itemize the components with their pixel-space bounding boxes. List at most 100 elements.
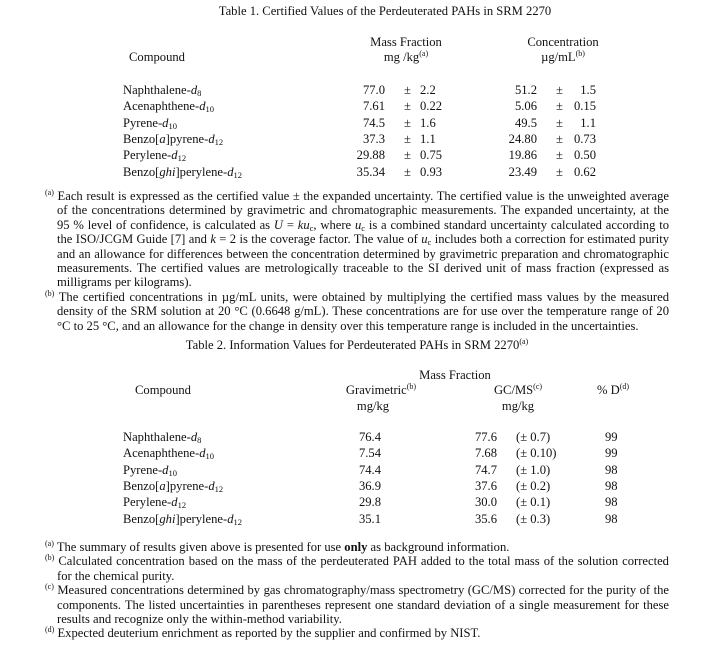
compound-name: Benzo[a]pyrene-d12 (123, 132, 223, 147)
conc-value: 5.06 (514, 99, 537, 114)
conc-value: 49.5 (514, 115, 537, 130)
compound-name: Acenaphthene-d10 (123, 99, 214, 114)
table-row: Perylene-d12 29.8 30.0 (± 0.1) 98 (0, 495, 705, 511)
t1-header-compound: Compound (129, 50, 185, 64)
table-row: Benzo[ghi]perylene-d12 35.1 35.6 (± 0.3)… (0, 512, 705, 528)
fn-text: Measured concentrations determined by ga… (57, 583, 669, 627)
fn-sub: c (427, 237, 432, 248)
note-mark: (b) (406, 382, 417, 391)
deuterium-percent: 98 (605, 495, 618, 510)
t2-header-mass-fraction: Mass Fraction (419, 368, 491, 382)
n-it: d (208, 131, 215, 146)
table-row: Pyrene-d10 74.4 74.7 (± 1.0) 98 (0, 463, 705, 479)
n-it: d (190, 430, 198, 444)
gcms-value: 77.6 (474, 430, 497, 444)
compound-name: Perylene-d12 (123, 495, 186, 510)
fn-text: Calculated concentration based on the ma… (57, 554, 669, 583)
fn-var: u (303, 217, 310, 232)
t1-header-mass-fraction: Mass Fraction (370, 35, 442, 49)
grav-value: 36.9 (358, 478, 381, 493)
note-mark: (b) (45, 553, 55, 563)
grav-value: 7.54 (358, 446, 381, 461)
conc-uncertainty: 0.15 (573, 99, 596, 114)
pm-sign: ± (404, 99, 411, 114)
n: Naphthalene- (123, 430, 191, 444)
compound-name: Acenaphthene-d10 (123, 446, 214, 461)
deuterium-percent: 98 (605, 462, 618, 477)
gcms-uncertainty: (± 1.0) (516, 462, 551, 477)
note-mark: (d) (45, 625, 55, 635)
t2-header-compound: Compound (135, 383, 191, 397)
fn-sub: c (361, 222, 366, 233)
table1-title: Table 1. Certified Values of the Perdeut… (218, 4, 552, 18)
n-sub: 10 (205, 451, 215, 462)
table-row: Pyrene-d10 74.5 ± 1.6 49.5 ± 1.1 (0, 116, 705, 132)
table-row: Acenaphthene-d10 7.61 ± 0.22 5.06 ± 0.15 (0, 99, 705, 115)
table-row: Naphthalene-d8 77.0 ± 2.2 51.2 ± 1.5 (0, 83, 705, 99)
gcms-uncertainty: (± 0.10) (516, 446, 557, 461)
n-it: d (171, 495, 178, 510)
compound-name: Benzo[ghi]perylene-d12 (123, 512, 242, 527)
n-it: d (199, 99, 206, 114)
n-sub: 12 (177, 500, 187, 511)
note-mark: (a) (419, 49, 429, 58)
n: Pyrene- (123, 462, 163, 477)
conc-uncertainty: 0.50 (573, 148, 596, 163)
fn-var: k (297, 217, 304, 232)
fn-text: , where (313, 217, 355, 232)
fn-text: includes both a correction for estimated… (57, 232, 669, 290)
gcms-uncertainty: (± 0.7) (516, 430, 551, 444)
fn-text: The certified concentrations in µg/mL un… (57, 289, 670, 333)
conc-value: 24.80 (508, 131, 537, 146)
mass-uncertainty: 0.75 (420, 148, 443, 163)
gcms-value: 30.0 (474, 495, 497, 510)
note-mark: (a) (519, 337, 529, 346)
fn-var: u (421, 232, 428, 247)
t2-header-grav-unit: mg/kg (356, 399, 390, 413)
conc-uncertainty: 1.1 (580, 115, 596, 130)
n-it: d (199, 446, 206, 461)
n-sub: 12 (214, 136, 224, 147)
gcms-value: 7.68 (474, 446, 497, 461)
note-mark: (d) (619, 382, 630, 391)
mass-uncertainty: 2.2 (420, 83, 436, 97)
t2-header-gcms-unit: mg/kg (501, 399, 535, 413)
footnote-d: (d) Expected deuterium enrichment as rep… (45, 625, 669, 641)
t1-header-mass-unit: mg /kg(a) (384, 50, 428, 65)
conc-value: 23.49 (508, 164, 537, 179)
unit: µg/mL (541, 50, 576, 64)
n-it: d (227, 511, 234, 526)
pm-sign: ± (404, 83, 411, 97)
compound-name: Naphthalene-d8 (123, 430, 201, 445)
deuterium-percent: 99 (605, 430, 618, 444)
fn-var: u (354, 217, 362, 232)
pm-sign: ± (556, 148, 563, 163)
fn-text: = 2 is the coverage factor. The value of (215, 232, 422, 247)
pm-sign: ± (556, 83, 563, 97)
label: % D (596, 383, 620, 397)
unit: mg /kg (383, 50, 420, 64)
mass-value: 35.34 (356, 164, 385, 179)
t1-header-concentration: Concentration (527, 35, 599, 49)
mass-value: 29.88 (356, 148, 385, 163)
grav-value: 74.4 (358, 462, 381, 477)
compound-name: Pyrene-d10 (123, 463, 177, 478)
n: Perylene- (123, 495, 172, 510)
n-sub: 8 (197, 88, 202, 98)
t2-header-gravimetric: Gravimetric(b) (346, 383, 416, 398)
n-it: d (190, 83, 198, 97)
mass-uncertainty: 0.22 (420, 99, 443, 114)
gcms-uncertainty: (± 0.2) (516, 478, 551, 493)
n-sub: 8 (197, 435, 202, 445)
t2-header-gcms: GC/MS(c) (494, 383, 542, 398)
n: Acenaphthene- (123, 99, 200, 114)
n-sub: 12 (233, 516, 243, 527)
n-sub: 10 (205, 104, 215, 115)
n: ]pyrene- (165, 478, 209, 493)
fn-text: Expected deuterium enrichment as reporte… (57, 626, 481, 641)
conc-uncertainty: 0.62 (573, 164, 596, 179)
mass-value: 37.3 (362, 131, 385, 146)
note-mark: (c) (533, 382, 543, 391)
n: Benzo[ (123, 478, 160, 493)
